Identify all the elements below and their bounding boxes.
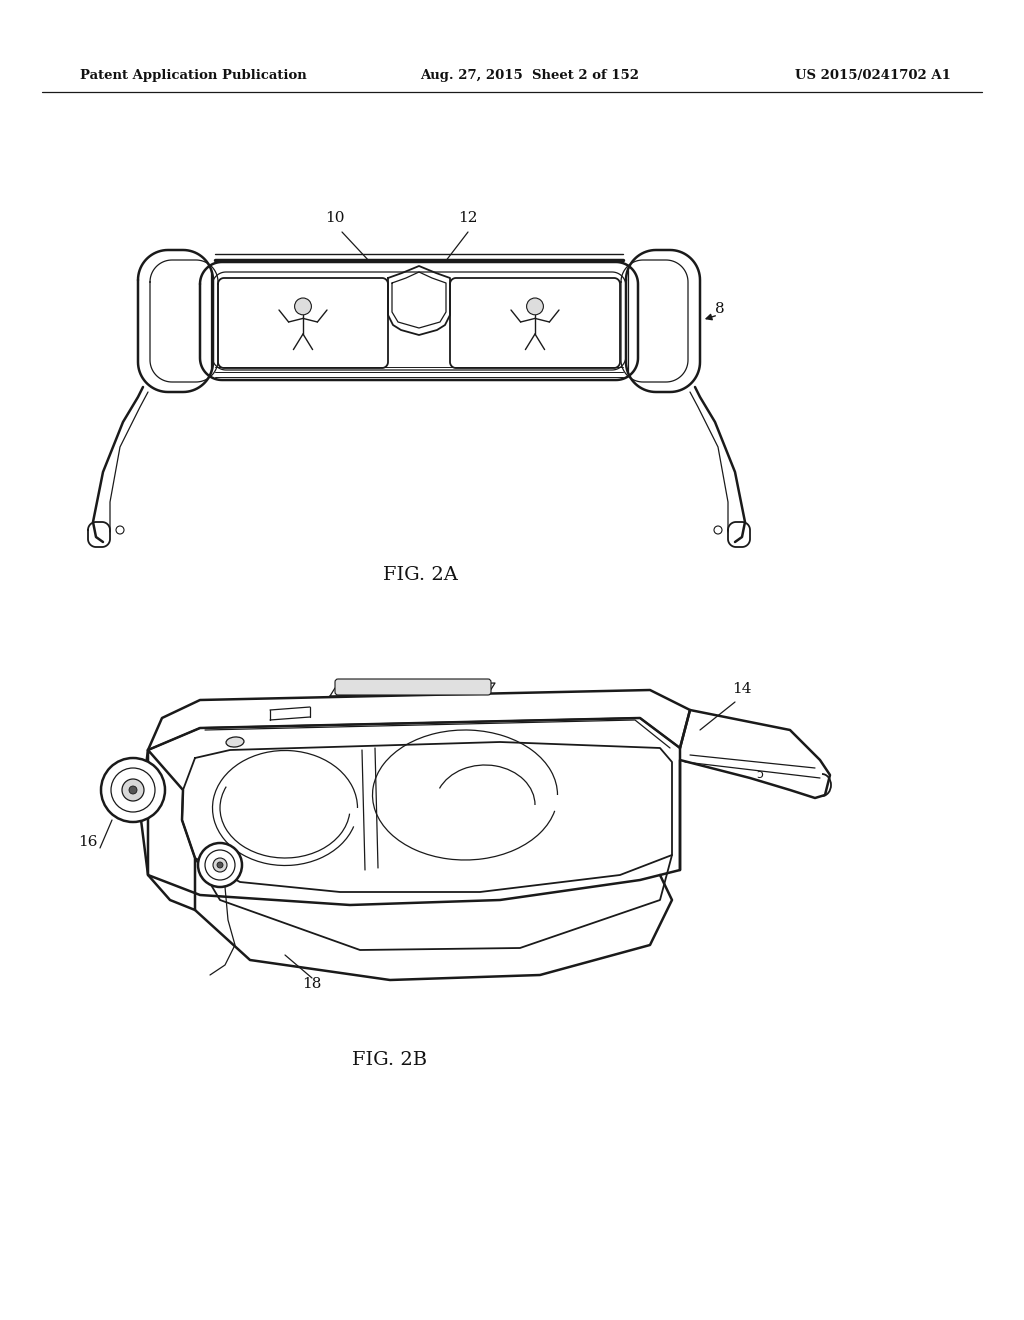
- Text: US 2015/0241702 A1: US 2015/0241702 A1: [795, 70, 951, 82]
- Text: 16: 16: [78, 836, 97, 849]
- Circle shape: [111, 768, 155, 812]
- Circle shape: [205, 850, 234, 880]
- Circle shape: [526, 298, 544, 314]
- Circle shape: [122, 779, 144, 801]
- FancyBboxPatch shape: [335, 678, 490, 696]
- Text: 8: 8: [715, 302, 725, 315]
- Circle shape: [198, 843, 242, 887]
- Text: FIG. 2B: FIG. 2B: [352, 1051, 428, 1069]
- Text: ↄ: ↄ: [757, 768, 764, 781]
- Circle shape: [116, 525, 124, 535]
- Text: 14: 14: [732, 682, 752, 696]
- Ellipse shape: [226, 737, 244, 747]
- Text: 12: 12: [459, 211, 478, 224]
- Text: FIG. 2A: FIG. 2A: [383, 566, 458, 583]
- Circle shape: [129, 785, 137, 795]
- Text: Patent Application Publication: Patent Application Publication: [80, 70, 307, 82]
- Text: 10: 10: [326, 211, 345, 224]
- Circle shape: [295, 298, 311, 314]
- Circle shape: [101, 758, 165, 822]
- Circle shape: [714, 525, 722, 535]
- Text: Aug. 27, 2015  Sheet 2 of 152: Aug. 27, 2015 Sheet 2 of 152: [420, 70, 639, 82]
- Text: 18: 18: [302, 977, 322, 991]
- Circle shape: [217, 862, 223, 869]
- Circle shape: [213, 858, 227, 873]
